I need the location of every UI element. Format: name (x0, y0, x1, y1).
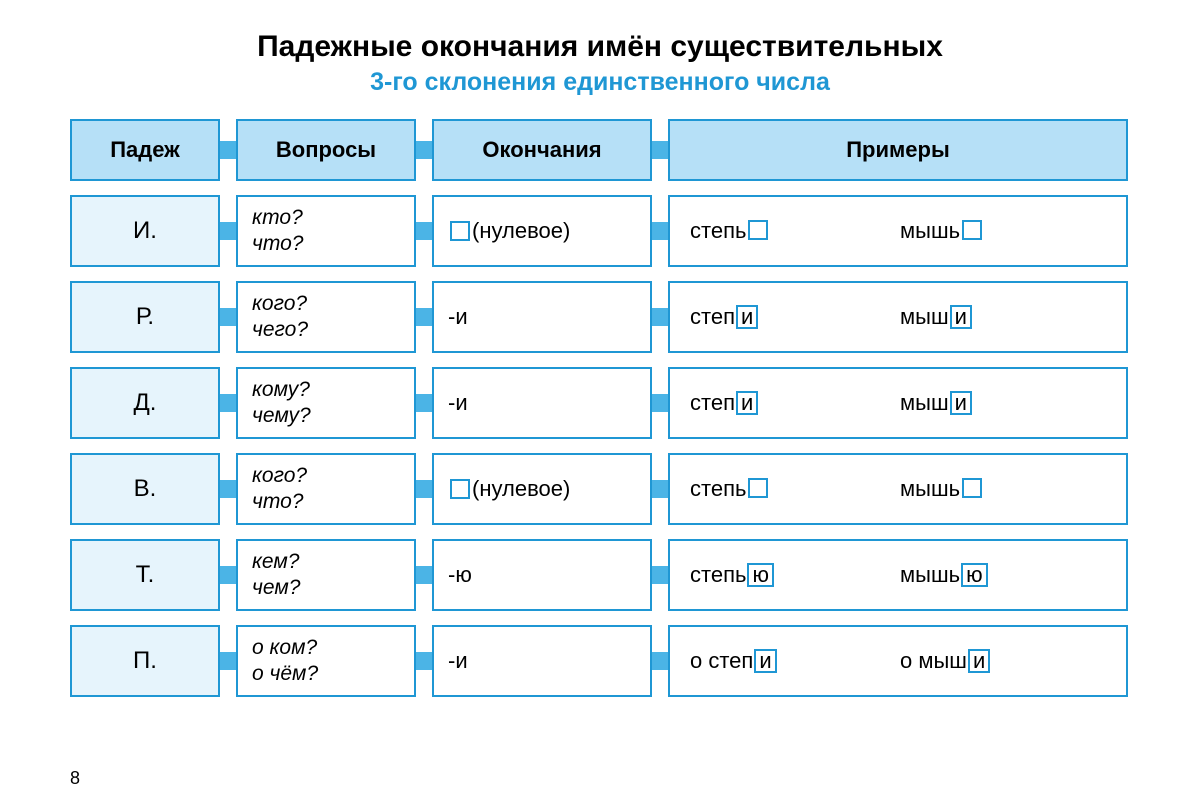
examples-cell: степьмышь (668, 195, 1128, 267)
page-subtitle: 3-го склонения единственного числа (70, 68, 1130, 97)
page-number: 8 (70, 768, 80, 789)
ending-cell: (нулевое) (432, 453, 652, 525)
examples-cell: о степио мыши (668, 625, 1128, 697)
ending-cell: -ю (432, 539, 652, 611)
questions-cell: кому?чему? (236, 367, 416, 439)
declension-table: Падеж Вопросы Окончания Примеры И.кто?чт… (70, 119, 1130, 697)
suffix-box: и (950, 305, 972, 329)
examples-cell: степьмышь (668, 453, 1128, 525)
ending-cell: (нулевое) (432, 195, 652, 267)
examples-cell: степимыши (668, 281, 1128, 353)
questions-cell: кто?что? (236, 195, 416, 267)
table-wrapper: Падеж Вопросы Окончания Примеры И.кто?чт… (70, 119, 1130, 697)
header-case: Падеж (70, 119, 220, 181)
page-title: Падежные окончания имён существительных (70, 30, 1130, 64)
case-cell: И. (70, 195, 220, 267)
header-questions: Вопросы (236, 119, 416, 181)
null-suffix-box-icon (748, 220, 768, 240)
suffix-box: и (754, 649, 776, 673)
examples-cell: степьюмышью (668, 539, 1128, 611)
questions-cell: кем?чем? (236, 539, 416, 611)
suffix-box: ю (961, 563, 988, 587)
suffix-box: и (950, 391, 972, 415)
case-cell: Д. (70, 367, 220, 439)
questions-cell: кого?что? (236, 453, 416, 525)
suffix-box: и (736, 305, 758, 329)
questions-cell: о ком?о чём? (236, 625, 416, 697)
case-cell: Р. (70, 281, 220, 353)
header-endings: Окончания (432, 119, 652, 181)
null-ending-box-icon (450, 221, 470, 241)
suffix-box: и (736, 391, 758, 415)
null-ending-box-icon (450, 479, 470, 499)
examples-cell: степимыши (668, 367, 1128, 439)
null-suffix-box-icon (962, 220, 982, 240)
null-suffix-box-icon (962, 478, 982, 498)
ending-cell: -и (432, 281, 652, 353)
suffix-box: ю (747, 563, 774, 587)
ending-cell: -и (432, 625, 652, 697)
case-cell: П. (70, 625, 220, 697)
case-cell: В. (70, 453, 220, 525)
suffix-box: и (968, 649, 990, 673)
ending-cell: -и (432, 367, 652, 439)
header-examples: Примеры (668, 119, 1128, 181)
case-cell: Т. (70, 539, 220, 611)
null-suffix-box-icon (748, 478, 768, 498)
questions-cell: кого?чего? (236, 281, 416, 353)
